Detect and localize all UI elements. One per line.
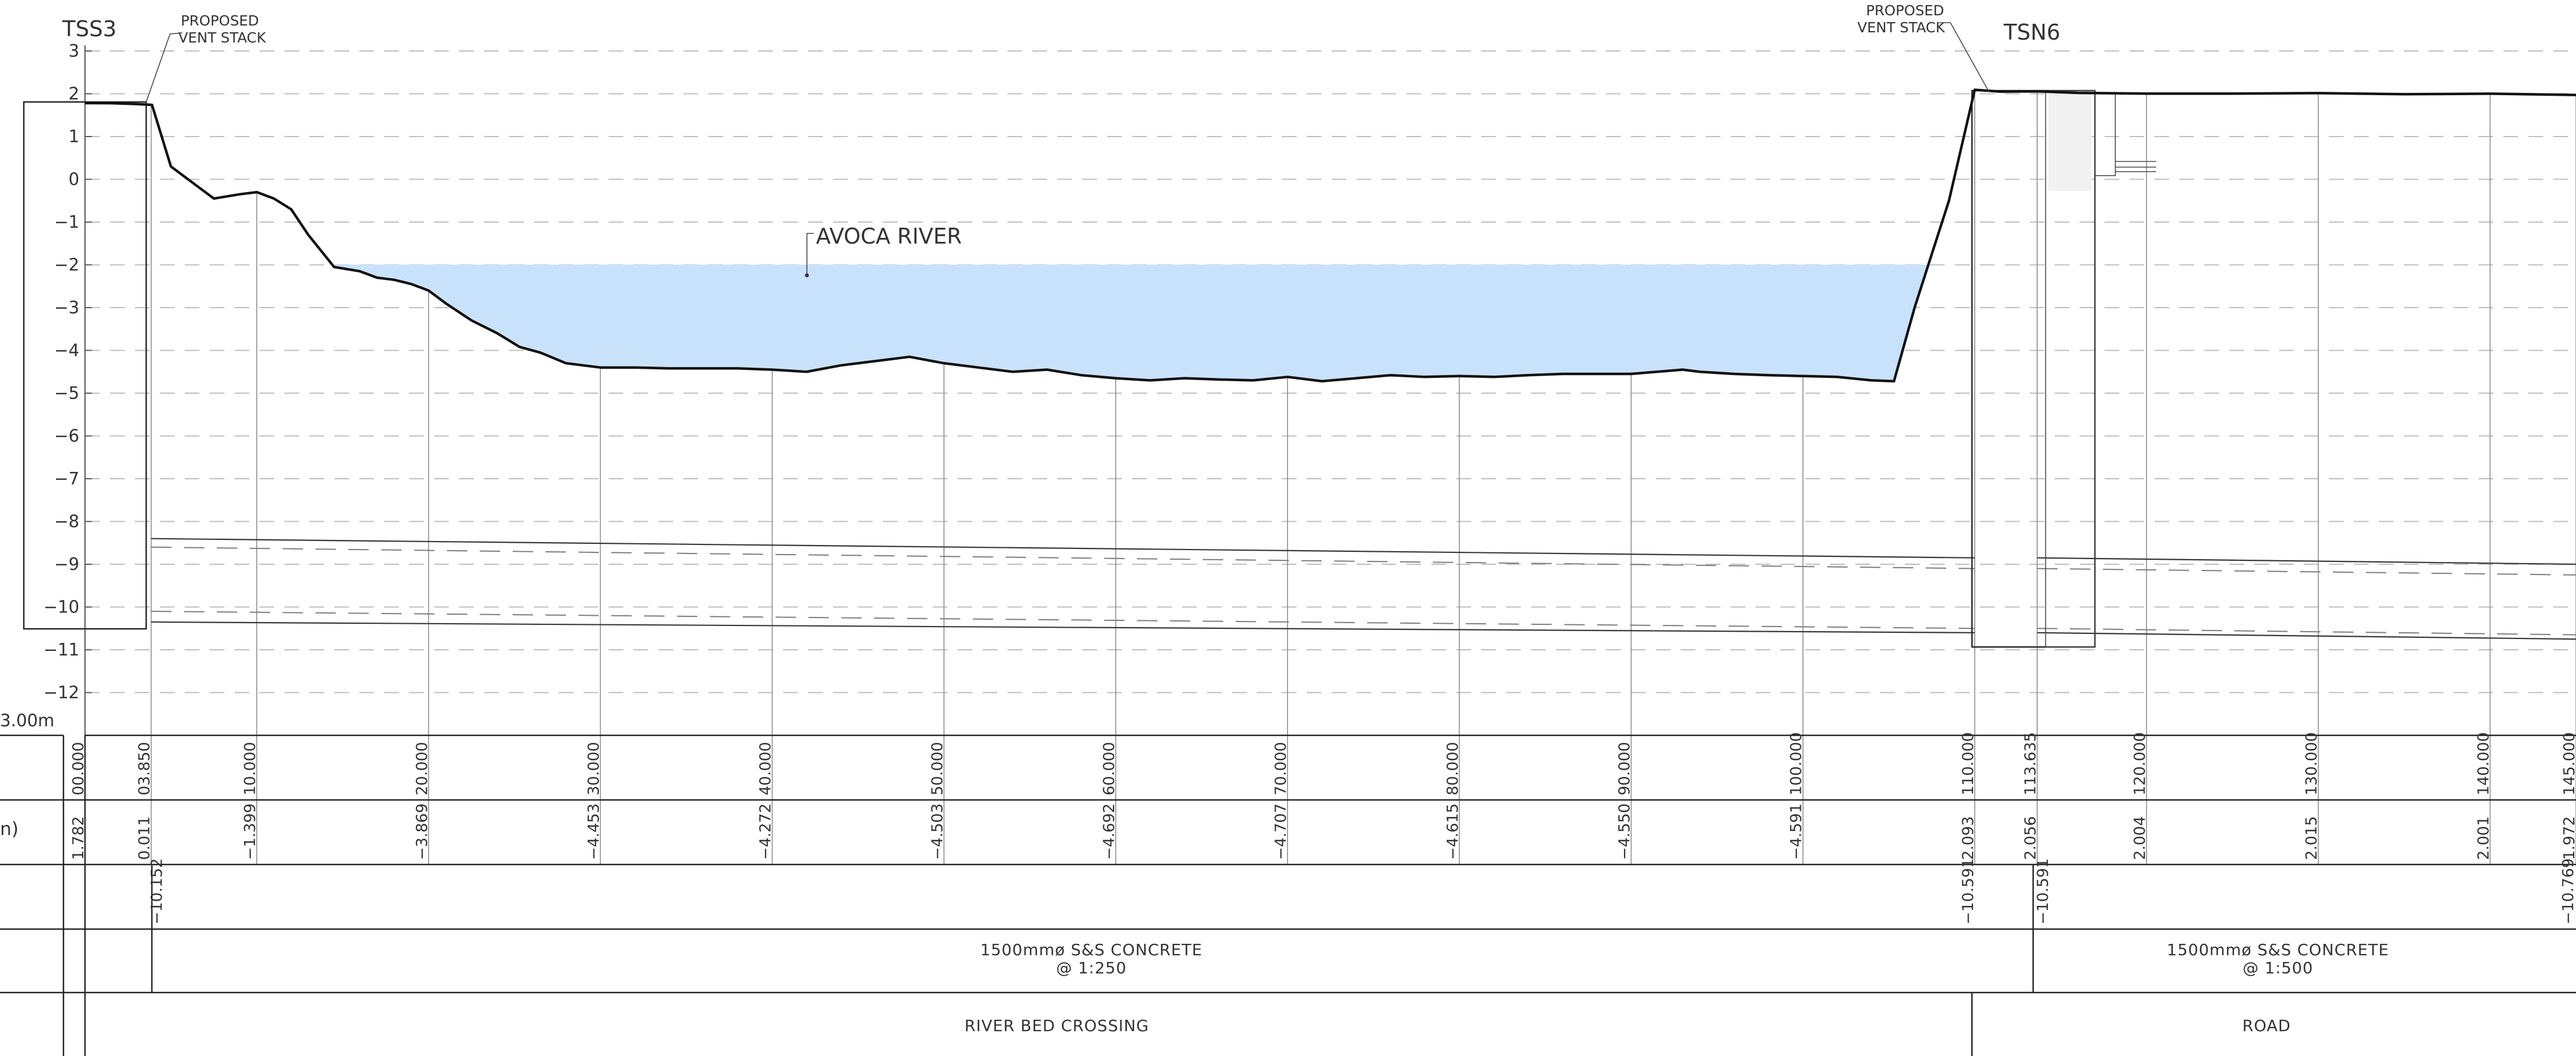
ground-level-label: 1.972 (2561, 816, 2576, 860)
pipe-spec-left: 1500mmø S&S CONCRETE @ 1:250 (980, 940, 1202, 977)
chainage-lines (150, 90, 2576, 865)
pipe-invert-line-right (2037, 632, 2576, 640)
svg-text:@ 1:500: @ 1:500 (2243, 959, 2314, 977)
ground-level-label: −4.272 (757, 803, 775, 860)
chainage-label: 130.000 (2303, 732, 2320, 795)
elevation-tick-label: 3 (69, 41, 79, 61)
manhole-tss3 (23, 101, 147, 630)
tsn6-label: TSN6 (2003, 20, 2060, 45)
ground-level-label: −4.453 (585, 803, 603, 860)
avoca-river-label-group: AVOCA RIVER (805, 224, 962, 278)
ground-level-label: 2.004 (2131, 816, 2149, 860)
elevation-tick-label: −5 (54, 384, 79, 403)
chainage-label: 03.850 (136, 742, 154, 795)
invert-level-label: −10.769 (2560, 858, 2576, 925)
datum-label: 3.00m (0, 711, 54, 731)
chainage-label: 100.000 (1788, 732, 1805, 795)
ground-level-label: −4.692 (1100, 803, 1118, 860)
elevation-tick-label: 2 (69, 84, 79, 104)
ground-level-label: 1.782 (70, 816, 87, 860)
chainage-labels: 00.000 03.850 10.000 20.000 30.000 40.000 50.0… (70, 732, 2576, 795)
chainage-label: 90.000 (1616, 742, 1634, 795)
profile-data-table: n) (0, 734, 2576, 1056)
river-bed-crossing-label: RIVER BED CROSSING (964, 1016, 1149, 1035)
chainage-label: 113.635 (2022, 732, 2039, 795)
svg-text:VENT STACK: VENT STACK (1857, 19, 1945, 36)
elevation-tick-label: −8 (54, 512, 79, 532)
elevation-axis: 3 2 1 0 −1 −2 −3 −4 −5 −6 −7 −8 −9 −10 −11 −12 (44, 41, 92, 735)
ground-level-label: −4.615 (1444, 803, 1461, 860)
elevation-tick-label: −4 (54, 341, 79, 361)
invert-level-label: −10.591 (1959, 858, 1977, 925)
elevation-tick-label: 0 (69, 170, 79, 190)
invert-level-labels: −10.152 −10.591 −10.591 −10.769 (148, 858, 2576, 925)
ground-level-label: 2.001 (2475, 816, 2492, 860)
chainage-label: 50.000 (929, 742, 946, 795)
svg-text:1500mmø S&S CONCRETE: 1500mmø S&S CONCRETE (2167, 940, 2389, 959)
chainage-label: 60.000 (1100, 742, 1118, 795)
vent-stack-right-note: PROPOSED VENT STACK (1857, 2, 1990, 92)
ground-level-label: 2.093 (1959, 816, 1977, 860)
chainage-label: 80.000 (1444, 742, 1461, 795)
chainage-label: 120.000 (2131, 732, 2149, 795)
pipe-crown-line-right (2037, 557, 2576, 565)
pipe-spec-right: 1500mmø S&S CONCRETE @ 1:500 (2167, 940, 2389, 977)
chainage-label: 00.000 (70, 742, 87, 795)
ground-profile-line (84, 88, 2576, 383)
elevation-tick-label: −6 (54, 427, 79, 446)
avoca-river-label: AVOCA RIVER (816, 224, 962, 249)
ground-level-label: 0.011 (136, 816, 154, 860)
pipe-dash-bottom-left (151, 611, 1975, 629)
svg-text:1500mmø S&S CONCRETE: 1500mmø S&S CONCRETE (980, 940, 1202, 959)
invert-level-label: −10.152 (148, 858, 166, 925)
road-label: ROAD (2242, 1016, 2291, 1035)
svg-text:PROPOSED: PROPOSED (181, 12, 259, 29)
pipe-dash-bottom-right (2037, 628, 2576, 636)
svg-text:@ 1:250: @ 1:250 (1056, 959, 1127, 977)
elevation-tick-label: −7 (54, 469, 79, 489)
svg-text:VENT STACK: VENT STACK (178, 29, 266, 46)
chainage-label: 40.000 (757, 742, 775, 795)
tss3-label: TSS3 (62, 16, 117, 41)
elevation-tick-label: 1 (69, 127, 79, 147)
row-partial-label: n) (0, 818, 19, 840)
elevation-tick-label: −11 (44, 640, 79, 660)
elevation-tick-label: −9 (54, 555, 79, 574)
vent-stack-left-note: PROPOSED VENT STACK (146, 12, 266, 103)
chainage-label: 140.000 (2475, 732, 2492, 795)
ground-level-label: −4.503 (929, 803, 946, 860)
chainage-label: 70.000 (1272, 742, 1290, 795)
elevation-grid (85, 50, 2576, 693)
elevation-tick-label: −12 (44, 683, 79, 703)
elevation-tick-label: −3 (54, 298, 79, 318)
ground-level-label: 2.056 (2022, 816, 2039, 860)
manhole-tsn6 (1971, 90, 2156, 648)
elevation-tick-label: −2 (54, 256, 79, 275)
elevation-tick-label: −1 (54, 212, 79, 232)
chainage-label: 10.000 (241, 742, 259, 795)
chainage-label: 110.000 (1959, 732, 1977, 795)
ground-level-label: 2.015 (2303, 816, 2320, 860)
pipe-lines (151, 538, 2576, 640)
svg-text:PROPOSED: PROPOSED (1866, 2, 1944, 19)
pipe-dash-top-left (151, 546, 1975, 569)
pipe-dash-top-right (2037, 568, 2576, 576)
chainage-label: 145.000 (2561, 732, 2576, 795)
invert-level-label: −10.591 (2034, 858, 2052, 925)
ground-level-label: −3.869 (413, 803, 431, 860)
elevation-tick-label: −10 (44, 598, 79, 618)
chainage-label: 30.000 (585, 742, 603, 795)
pipe-invert-line-left (151, 621, 1975, 633)
ground-level-label: −4.550 (1616, 803, 1634, 860)
ground-level-label: −4.707 (1272, 803, 1290, 860)
pipe-crown-line-left (151, 538, 1975, 559)
ground-level-label: −4.591 (1788, 803, 1805, 860)
ground-level-labels: 1.782 0.011 −1.399 −3.869 −4.453 −4.272 −4.503… (70, 803, 2576, 860)
chainage-label: 20.000 (413, 742, 431, 795)
ground-level-label: −1.399 (241, 803, 259, 860)
